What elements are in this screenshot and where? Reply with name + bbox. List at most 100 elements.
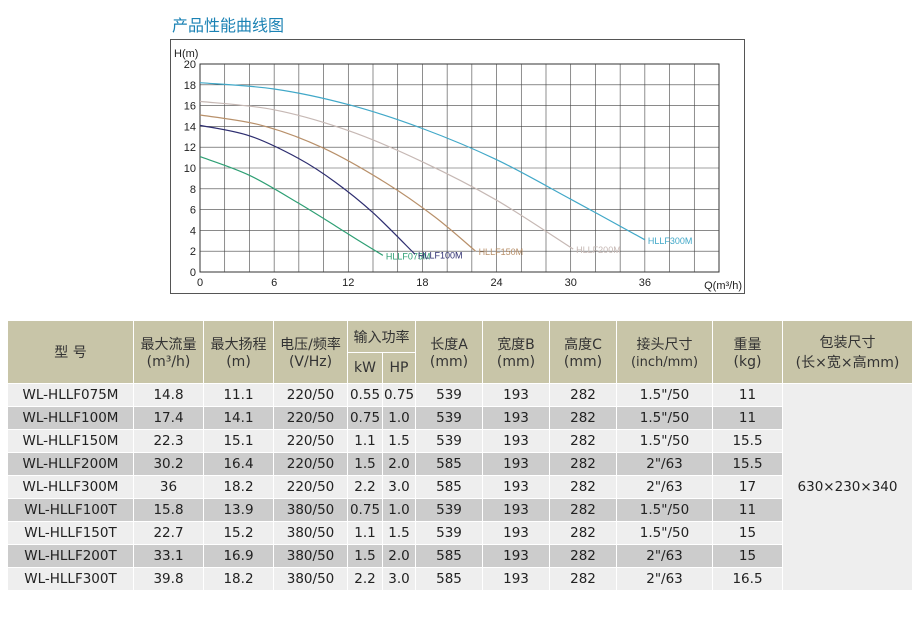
series-line [199,114,476,252]
y-axis-label: H(m) [174,48,198,60]
header-height: 高度C (mm) [549,320,617,384]
table-cell: 193 [482,521,550,545]
table-cell: 3.0 [382,475,416,499]
header-max-flow-label: 最大流量 [140,337,197,353]
table-cell: 17 [712,475,783,499]
table-cell: 16.9 [203,544,274,568]
table-cell: 2.0 [382,544,416,568]
table-cell: 1.5"/50 [616,406,713,430]
table-cell: 15.5 [712,452,783,476]
table-cell: 1.5"/50 [616,521,713,545]
x-tick-label: 24 [490,277,502,289]
header-power: 输入功率 [347,320,416,353]
table-row: WL-HLLF100M 17.4 14.1 220/50 0.75 1.0 539 193 28… [7,406,913,430]
table-cell: 1.1 [347,429,383,453]
table-cell: WL-HLLF100T [7,498,134,522]
header-weight-label: 重量 [733,337,762,353]
table-cell: WL-HLLF150M [7,429,134,453]
table-cell: 14.1 [203,406,274,430]
header-max-head-unit: (m) [226,354,251,370]
header-height-unit: (mm) [563,354,603,370]
header-connector-unit: (inch/mm) [630,355,699,370]
header-pack-label: 包装尺寸 [819,335,876,351]
table-cell: 282 [549,567,617,591]
header-width-label: 宽度B [497,337,535,353]
table-cell: WL-HLLF150T [7,521,134,545]
y-tick-label: 14 [184,121,196,133]
header-hp: HP [382,352,416,384]
y-tick-label: 20 [184,59,196,71]
header-length-unit: (mm) [429,354,469,370]
table-cell: 193 [482,452,550,476]
table-cell: 585 [415,544,483,568]
y-tick-label: 8 [190,184,196,196]
table-cell: 380/50 [273,544,348,568]
table-cell: 18.2 [203,475,274,499]
table-cell: 2"/63 [616,475,713,499]
table-cell: 220/50 [273,406,348,430]
x-tick-label: 12 [342,277,354,289]
spec-table: 型 号 最大流量 (m³/h) 最大扬程 (m) 电压/频率 (V/Hz) 输入功率 … [7,320,913,591]
header-voltage-label: 电压/频率 [280,337,341,353]
table-cell: 33.1 [133,544,204,568]
table-cell: 1.5"/50 [616,429,713,453]
header-weight: 重量 (kg) [712,320,783,384]
header-kw: kW [347,352,383,384]
series-line [199,82,646,241]
table-cell: 193 [482,475,550,499]
x-tick-label: 30 [565,277,577,289]
table-cell: 220/50 [273,383,348,407]
y-tick-label: 12 [184,142,196,154]
table-cell: WL-HLLF100M [7,406,134,430]
table-cell: 1.0 [382,498,416,522]
table-cell: 16.5 [712,567,783,591]
table-cell: 15 [712,521,783,545]
x-tick-label: 36 [639,277,651,289]
header-connector-label: 接头尺寸 [636,337,693,353]
table-cell: 15.8 [133,498,204,522]
table-cell: 1.5"/50 [616,383,713,407]
header-max-head: 最大扬程 (m) [203,320,274,384]
table-cell: 380/50 [273,521,348,545]
table-cell: 16.4 [203,452,274,476]
table-cell: 1.5"/50 [616,498,713,522]
table-cell: 193 [482,383,550,407]
table-cell: 539 [415,383,483,407]
table-cell: 17.4 [133,406,204,430]
table-cell: 282 [549,475,617,499]
table-cell: 539 [415,429,483,453]
table-cell: 14.8 [133,383,204,407]
series-label: HLLF300M [648,236,693,246]
table-row: WL-HLLF200T 33.1 16.9 380/50 1.5 2.0 585 193 282… [7,544,913,568]
table-cell: 1.1 [347,521,383,545]
series-line [199,156,384,256]
table-cell: 1.5 [347,452,383,476]
table-cell: 0.75 [382,383,416,407]
table-row: WL-HLLF300T 39.8 18.2 380/50 2.2 3.0 585 193 282… [7,567,913,591]
table-cell: 2"/63 [616,452,713,476]
table-cell: 15.5 [712,429,783,453]
x-tick-label: 6 [271,277,277,289]
table-cell: 18.2 [203,567,274,591]
table-cell: 13.9 [203,498,274,522]
header-weight-unit: (kg) [733,354,762,370]
x-tick-label: 0 [197,277,203,289]
header-pack: 包装尺寸 (长×宽×高mm) [782,320,913,384]
table-cell: 282 [549,521,617,545]
table-cell: 1.5 [382,521,416,545]
table-cell: 11 [712,383,783,407]
table-cell: 193 [482,406,550,430]
series-label: HLLF200M [576,245,621,255]
table-cell: 585 [415,475,483,499]
table-cell: 36 [133,475,204,499]
table-row: WL-HLLF200M 30.2 16.4 220/50 1.5 2.0 585 193 282… [7,452,913,476]
table-cell: 0.75 [347,406,383,430]
table-cell: 39.8 [133,567,204,591]
series-line [199,124,416,255]
table-cell: 193 [482,429,550,453]
header-connector: 接头尺寸 (inch/mm) [616,320,713,384]
table-row: WL-HLLF075M 14.8 11.1 220/50 0.55 0.75 539 193 2… [7,383,913,591]
table-cell: 380/50 [273,567,348,591]
series-label: HLLF100M [418,250,463,260]
